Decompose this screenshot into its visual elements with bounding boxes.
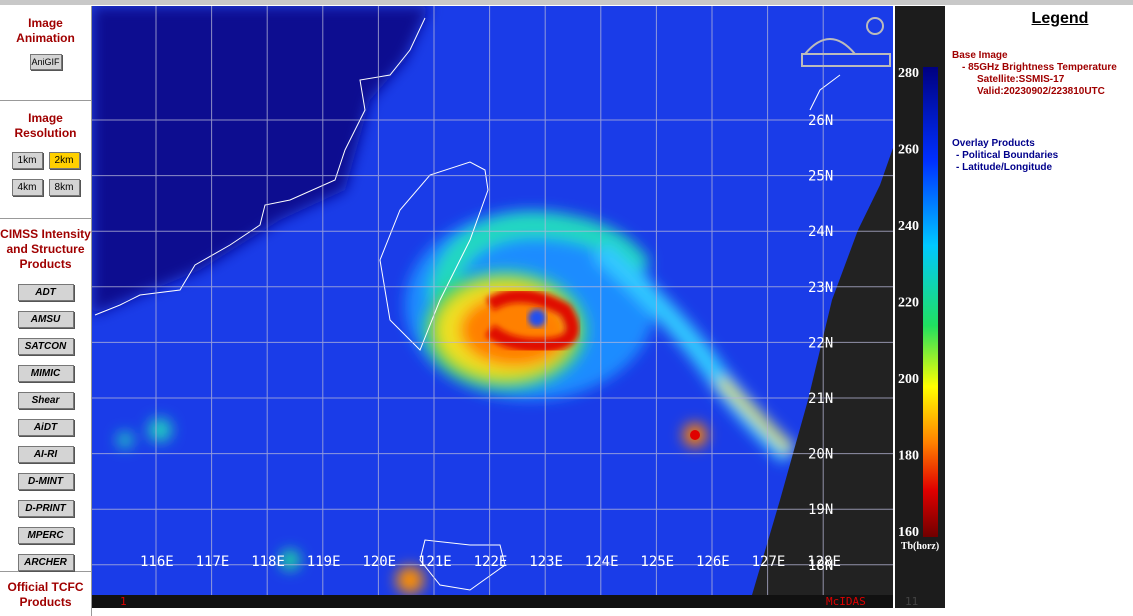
button[interactable]: D-PRINT: [17, 500, 74, 517]
button[interactable]: AniGIF: [29, 54, 62, 70]
section-title: Official TCFC Products: [7, 580, 84, 609]
lat-lon-grid: [92, 6, 893, 595]
latitude-label: 18N: [808, 558, 833, 574]
button[interactable]: 1km: [11, 152, 43, 169]
resolution-section: Image Resolution 1km 2km 4km 8km: [0, 101, 92, 219]
legend-line: Satellite:SSMIS-17: [977, 74, 1065, 85]
colorbar-label: 280: [898, 66, 919, 81]
button[interactable]: Shear: [17, 392, 74, 409]
button[interactable]: ARCHER: [17, 554, 74, 571]
button[interactable]: 4km: [11, 179, 43, 196]
animation-section: Image Animation AniGIF: [0, 6, 92, 101]
footer-mcidas: McIDAS: [826, 595, 866, 608]
footer-frame: 1: [120, 595, 127, 608]
official-section: Official TCFC Products: [0, 572, 92, 616]
button[interactable]: AMSU: [17, 311, 74, 328]
button[interactable]: 8km: [48, 179, 80, 196]
legend-line: Valid:20230902/223810UTC: [977, 86, 1105, 97]
colorbar-label: 240: [898, 219, 919, 234]
longitude-label: 125E: [640, 554, 674, 570]
button[interactable]: ADT: [17, 284, 74, 301]
legend: Legend Base Image - 85GHz Brightness Temp…: [947, 6, 1133, 174]
longitude-label: 121E: [418, 554, 452, 570]
longitude-label: 123E: [529, 554, 563, 570]
latitude-label: 19N: [808, 502, 833, 518]
longitude-label: 126E: [696, 554, 730, 570]
latitude-label: 20N: [808, 447, 833, 463]
longitude-label: 117E: [196, 554, 230, 570]
footer-count: 11: [905, 595, 918, 608]
section-title: Image Animation: [16, 16, 75, 45]
legend-line: - Political Boundaries: [956, 150, 1059, 161]
latitude-label: 24N: [808, 224, 833, 240]
cimss-logo: [801, 17, 891, 67]
colorbar-label: 180: [898, 449, 919, 464]
button[interactable]: SATCON: [17, 338, 74, 355]
colorbar-label: 260: [898, 143, 919, 158]
longitude-label: 122E: [474, 554, 508, 570]
button[interactable]: MIMIC: [17, 365, 74, 382]
section-title: CIMSS Intensity and Structure Products: [0, 227, 91, 271]
colorbar-label: 220: [898, 296, 919, 311]
button[interactable]: AiDT: [17, 419, 74, 436]
latitude-label: 26N: [808, 113, 833, 129]
satellite-image: [92, 6, 893, 595]
latitude-label: 22N: [808, 335, 833, 351]
longitude-label: 119E: [307, 554, 341, 570]
section-title: Image Resolution: [14, 111, 77, 140]
button[interactable]: 2km: [48, 152, 80, 169]
button[interactable]: D-MINT: [17, 473, 74, 490]
colorbar-label: 200: [898, 372, 919, 387]
longitude-label: 120E: [362, 554, 396, 570]
colorbar: [923, 67, 938, 537]
products-section: CIMSS Intensity and Structure Products A…: [0, 219, 92, 572]
legend-line: Overlay Products: [952, 138, 1035, 149]
longitude-label: 118E: [251, 554, 285, 570]
latitude-label: 25N: [808, 169, 833, 185]
legend-line: Base Image: [952, 50, 1008, 61]
top-bar: [0, 0, 1133, 5]
legend-line: - 85GHz Brightness Temperature: [962, 62, 1117, 73]
longitude-label: 128E: [807, 554, 841, 570]
button[interactable]: MPERC: [17, 527, 74, 544]
latitude-label: 21N: [808, 391, 833, 407]
colorbar-label: 160: [898, 525, 919, 540]
button[interactable]: AI-RI: [17, 446, 74, 463]
legend-line: - Latitude/Longitude: [956, 162, 1053, 173]
longitude-label: 127E: [752, 554, 786, 570]
longitude-label: 116E: [140, 554, 174, 570]
longitude-label: 124E: [585, 554, 619, 570]
legend-title: Legend: [1031, 10, 1089, 27]
colorbar-unit: Tb(horz): [901, 541, 939, 552]
latitude-label: 23N: [808, 280, 833, 296]
